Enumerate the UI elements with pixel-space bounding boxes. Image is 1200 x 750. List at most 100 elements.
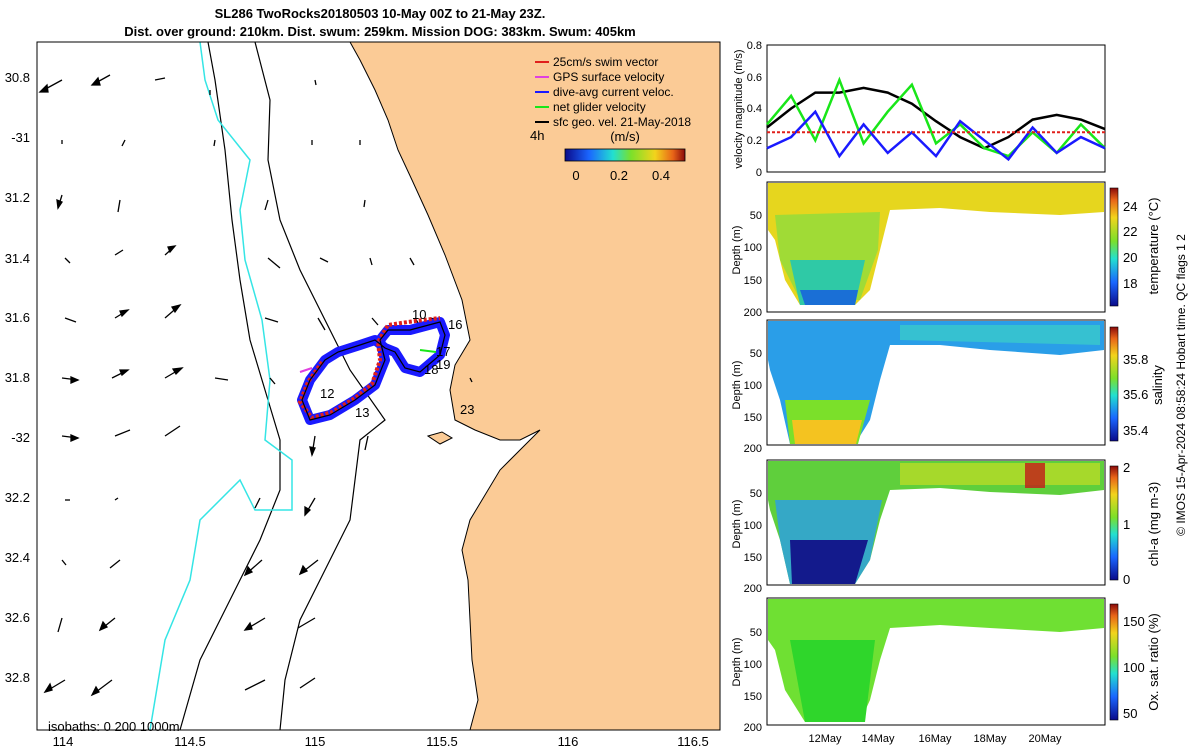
svg-text:0.6: 0.6 <box>747 72 762 84</box>
svg-text:-31: -31 <box>11 130 30 145</box>
svg-text:116.5: 116.5 <box>677 734 709 749</box>
day-label: 23 <box>460 402 474 417</box>
svg-text:12May: 12May <box>808 733 842 745</box>
svg-text:100: 100 <box>1123 660 1145 675</box>
svg-text:35.6: 35.6 <box>1123 387 1148 402</box>
isobath-0m <box>149 42 293 730</box>
map-x-ticks: 114 114.5 115 115.5 116 116.5 <box>53 734 709 749</box>
svg-text:14May: 14May <box>861 733 895 745</box>
svg-text:50: 50 <box>750 210 762 222</box>
svg-text:35.8: 35.8 <box>1123 352 1148 367</box>
day-labels: 10 16 17 18 19 12 13 23 <box>320 307 474 420</box>
date-ticks: 12May 14May 16May 18May 20May <box>808 733 1062 745</box>
svg-text:100: 100 <box>744 380 762 392</box>
svg-text:0.8: 0.8 <box>747 40 762 52</box>
svg-text:0.2: 0.2 <box>610 168 628 183</box>
svg-text:50: 50 <box>750 348 762 360</box>
rottnest-island <box>426 431 454 445</box>
svg-text:150: 150 <box>744 552 762 564</box>
map-panel: 10 16 17 18 19 12 13 23 114 114.5 115 11… <box>5 41 721 749</box>
colorbar-label: (m/s) <box>610 129 640 144</box>
svg-text:0: 0 <box>1123 572 1130 587</box>
svg-text:0: 0 <box>572 168 579 183</box>
svg-text:30.8: 30.8 <box>5 70 30 85</box>
svg-text:150: 150 <box>744 691 762 703</box>
svg-text:200: 200 <box>744 583 762 595</box>
svg-text:22: 22 <box>1123 224 1137 239</box>
map-y-ticks: 30.8 -31 31.2 31.4 31.6 31.8 -32 32.2 32… <box>5 70 30 685</box>
svg-text:115.5: 115.5 <box>426 734 458 749</box>
svg-text:50: 50 <box>1123 706 1137 721</box>
svg-text:50: 50 <box>750 488 762 500</box>
svg-text:200: 200 <box>744 307 762 319</box>
svg-text:0.4: 0.4 <box>652 168 670 183</box>
legend-label: GPS surface velocity <box>553 70 664 84</box>
isobath-1000m <box>179 42 281 730</box>
svg-text:1: 1 <box>1123 517 1130 532</box>
velocity-arrows <box>38 74 473 697</box>
colorbar-gradient <box>564 148 686 162</box>
day-label: 10 <box>412 307 426 322</box>
day-label: 19 <box>436 357 450 372</box>
velocity-ylabel: velocity magnitude (m/s) <box>733 49 745 168</box>
svg-text:150: 150 <box>744 412 762 424</box>
svg-text:18May: 18May <box>973 733 1007 745</box>
salinity-panel: 35.8 35.6 35.4 salinity 50 100 150 200 D… <box>731 319 1165 455</box>
section-panels: 24 22 20 18 temperature (°C) 50 100 150 … <box>731 181 1165 745</box>
legend-label: sfc geo. vel. 21-May-2018 <box>553 115 691 129</box>
velocity-series <box>766 76 1106 162</box>
svg-text:115: 115 <box>305 734 326 749</box>
velocity-series-line <box>766 109 1106 162</box>
map-colorbar: (m/s) 0 0.2 0.4 <box>564 129 686 183</box>
figure-title-line1: SL286 TwoRocks20180503 10-May 00Z to 21-… <box>214 6 546 21</box>
svg-text:31.2: 31.2 <box>5 190 30 205</box>
svg-text:Ox. sat. ratio (%): Ox. sat. ratio (%) <box>1146 613 1161 711</box>
svg-text:18: 18 <box>1123 276 1137 291</box>
land-area <box>349 42 720 730</box>
credit-line: © IMOS 15-Apr-2024 08:58:24 Hobart time.… <box>1174 234 1188 536</box>
svg-text:Depth (m): Depth (m) <box>731 638 743 687</box>
temperature-panel: 24 22 20 18 temperature (°C) 50 100 150 … <box>731 181 1161 319</box>
svg-text:32.2: 32.2 <box>5 490 30 505</box>
legend-label: net glider velocity <box>553 100 646 114</box>
legend-label: dive-avg current veloc. <box>553 85 674 99</box>
svg-text:100: 100 <box>744 520 762 532</box>
svg-text:31.8: 31.8 <box>5 370 30 385</box>
svg-text:16May: 16May <box>918 733 952 745</box>
svg-text:salinity: salinity <box>1150 365 1165 405</box>
velocity-y-ticks: 0 0.2 0.4 0.6 0.8 <box>747 40 762 179</box>
svg-text:Depth (m): Depth (m) <box>731 226 743 275</box>
legend-label: 25cm/s swim vector <box>553 55 658 69</box>
velocity-panel: 0 0.2 0.4 0.6 0.8 velocity magnitude (m/… <box>733 40 1106 179</box>
svg-text:200: 200 <box>744 443 762 455</box>
velocity-axes <box>766 44 1106 173</box>
glider-track <box>297 316 450 425</box>
day-label: 16 <box>448 317 462 332</box>
oxygen-panel: 150 100 50 Ox. sat. ratio (%) 50 100 150… <box>731 597 1161 745</box>
svg-text:temperature (°C): temperature (°C) <box>1146 198 1161 295</box>
day-label: 18 <box>424 362 438 377</box>
svg-text:0.4: 0.4 <box>747 103 762 115</box>
svg-text:200: 200 <box>744 722 762 734</box>
svg-text:35.4: 35.4 <box>1123 423 1148 438</box>
day-label: 17 <box>436 344 450 359</box>
chlorophyll-panel: 2 1 0 chl-a (mg m-3) 50 100 150 200 Dept… <box>731 459 1161 595</box>
svg-text:-32: -32 <box>11 430 30 445</box>
map-frame <box>36 41 721 731</box>
svg-text:50: 50 <box>750 627 762 639</box>
svg-text:150: 150 <box>744 275 762 287</box>
svg-text:32.4: 32.4 <box>5 550 30 565</box>
svg-text:20May: 20May <box>1028 733 1062 745</box>
svg-text:31.6: 31.6 <box>5 310 30 325</box>
time-note: 4h <box>530 128 544 143</box>
svg-text:2: 2 <box>1123 460 1130 475</box>
velocity-series-line <box>766 86 1106 150</box>
svg-text:20: 20 <box>1123 250 1137 265</box>
svg-text:114: 114 <box>53 734 74 749</box>
svg-text:116: 116 <box>558 734 579 749</box>
svg-text:0: 0 <box>756 167 762 179</box>
svg-text:0.2: 0.2 <box>747 135 762 147</box>
svg-text:31.4: 31.4 <box>5 251 30 266</box>
figure-title-line2: Dist. over ground: 210km. Dist. swum: 25… <box>124 24 636 39</box>
